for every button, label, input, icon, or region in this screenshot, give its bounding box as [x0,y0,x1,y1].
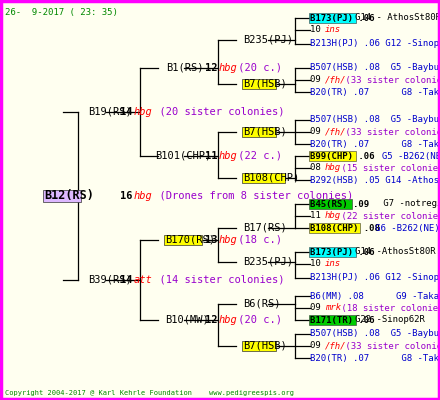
Text: 11: 11 [205,151,224,161]
Text: (14 sister colonies): (14 sister colonies) [147,275,285,285]
Text: hbg: hbg [219,235,237,245]
Text: B101(CHP): B101(CHP) [155,151,211,161]
FancyBboxPatch shape [309,152,356,160]
Text: 14: 14 [120,107,139,117]
Text: B12(RS): B12(RS) [44,190,94,202]
Text: 16: 16 [120,191,139,201]
Text: B292(HSB) .05 G14 -AthosSt80R: B292(HSB) .05 G14 -AthosSt80R [310,176,440,184]
Text: B7(HSB): B7(HSB) [243,127,287,137]
Text: /fh/: /fh/ [325,128,347,136]
Text: B7(HSB): B7(HSB) [243,79,287,89]
Text: /fh/: /fh/ [325,76,347,84]
Text: mrk: mrk [325,304,341,312]
Text: hbg: hbg [219,151,237,161]
Text: G5 -B262(NE): G5 -B262(NE) [355,152,440,160]
Text: B6(MM) .08      G9 -Takab93R: B6(MM) .08 G9 -Takab93R [310,292,440,300]
Text: 09: 09 [310,304,331,312]
FancyBboxPatch shape [309,316,356,324]
Text: (15 sister colonies): (15 sister colonies) [337,164,440,172]
Text: B45(RS) .09: B45(RS) .09 [310,200,369,208]
Text: G14 -AthosSt80R: G14 -AthosSt80R [355,248,436,256]
Text: hbg: hbg [133,107,152,117]
Text: B108(CHP) .08: B108(CHP) .08 [310,224,380,232]
Text: 12: 12 [205,63,224,73]
Text: B99(CHP) .06: B99(CHP) .06 [310,152,374,160]
Text: (20 c.): (20 c.) [232,63,282,73]
Text: 11: 11 [310,212,331,220]
Text: 13: 13 [205,235,224,245]
FancyBboxPatch shape [309,224,360,232]
Text: B10(MW): B10(MW) [165,315,209,325]
Text: G22 -Sinop62R: G22 -Sinop62R [355,316,425,324]
Text: (20 c.): (20 c.) [232,315,282,325]
FancyBboxPatch shape [242,173,285,183]
Text: (33 sister colonies): (33 sister colonies) [340,128,440,136]
FancyBboxPatch shape [43,190,81,202]
FancyBboxPatch shape [309,200,352,208]
FancyBboxPatch shape [309,248,356,256]
FancyBboxPatch shape [242,79,275,89]
Text: B170(RS): B170(RS) [165,235,215,245]
Text: B507(HSB) .08  G5 -Bayburt98-3: B507(HSB) .08 G5 -Bayburt98-3 [310,116,440,124]
Text: ins: ins [325,260,341,268]
Text: B507(HSB) .08  G5 -Bayburt98-3: B507(HSB) .08 G5 -Bayburt98-3 [310,330,440,338]
Text: (33 sister colonies): (33 sister colonies) [340,342,440,350]
Text: B7(HSB): B7(HSB) [243,341,287,351]
Text: 09: 09 [310,128,331,136]
Text: B20(TR) .07      G8 -Takab93aR: B20(TR) .07 G8 -Takab93aR [310,88,440,96]
Text: (33 sister colonies): (33 sister colonies) [340,76,440,84]
Text: /fh/: /fh/ [325,342,347,350]
Text: B1(RS): B1(RS) [166,63,203,73]
Text: B173(PJ) .06: B173(PJ) .06 [310,14,374,22]
Text: ins: ins [325,26,341,34]
Text: B213H(PJ) .06 G12 -SinopEgg86R: B213H(PJ) .06 G12 -SinopEgg86R [310,40,440,48]
Text: G14 - AthosSt80R: G14 - AthosSt80R [355,14,440,22]
Text: B17(RS): B17(RS) [243,223,287,233]
Text: 14: 14 [120,275,139,285]
Text: B235(PJ): B235(PJ) [243,257,293,267]
Text: hbg: hbg [325,164,341,172]
Text: B213H(PJ) .06 G12 -SinopEgg86R: B213H(PJ) .06 G12 -SinopEgg86R [310,274,440,282]
Text: B6(RS): B6(RS) [243,299,281,309]
Text: B20(TR) .07      G8 -Takab93aR: B20(TR) .07 G8 -Takab93aR [310,354,440,362]
FancyBboxPatch shape [242,341,275,351]
Text: B171(TR) .06: B171(TR) .06 [310,316,374,324]
Text: (18 c.): (18 c.) [232,235,282,245]
Text: (22 c.): (22 c.) [232,151,282,161]
Text: B108(CHP): B108(CHP) [243,173,299,183]
Text: hbg: hbg [219,63,237,73]
FancyBboxPatch shape [242,127,275,137]
Text: 12: 12 [205,315,224,325]
Text: (18 sister colonies): (18 sister colonies) [337,304,440,312]
Text: 10: 10 [310,260,331,268]
Text: B507(HSB) .08  G5 -Bayburt98-3: B507(HSB) .08 G5 -Bayburt98-3 [310,64,440,72]
FancyBboxPatch shape [309,14,356,22]
Text: hbg: hbg [133,191,152,201]
Text: Copyright 2004-2017 @ Karl Kehrle Foundation    www.pedigreespis.org: Copyright 2004-2017 @ Karl Kehrle Founda… [5,390,294,396]
Text: B39(RS): B39(RS) [88,275,132,285]
Text: 08: 08 [310,164,331,172]
Text: hbg: hbg [219,315,237,325]
Text: 10: 10 [310,26,331,34]
Text: (22 sister colonies): (22 sister colonies) [337,212,440,220]
Text: 09: 09 [310,342,331,350]
Text: G6 -B262(NE): G6 -B262(NE) [359,224,440,232]
Text: B20(TR) .07      G8 -Takab93aR: B20(TR) .07 G8 -Takab93aR [310,140,440,148]
Text: B19(RS): B19(RS) [88,107,132,117]
Text: B173(PJ) .06: B173(PJ) .06 [310,248,374,256]
FancyBboxPatch shape [164,235,202,245]
Text: G7 -notregiste: G7 -notregiste [352,200,440,208]
Text: hbg: hbg [325,212,341,220]
Text: (Drones from 8 sister colonies): (Drones from 8 sister colonies) [147,191,353,201]
Text: B235(PJ): B235(PJ) [243,35,293,45]
Text: (20 sister colonies): (20 sister colonies) [147,107,285,117]
Text: 09: 09 [310,76,331,84]
Text: att: att [133,275,152,285]
Text: 26-  9-2017 ( 23: 35): 26- 9-2017 ( 23: 35) [5,8,118,17]
